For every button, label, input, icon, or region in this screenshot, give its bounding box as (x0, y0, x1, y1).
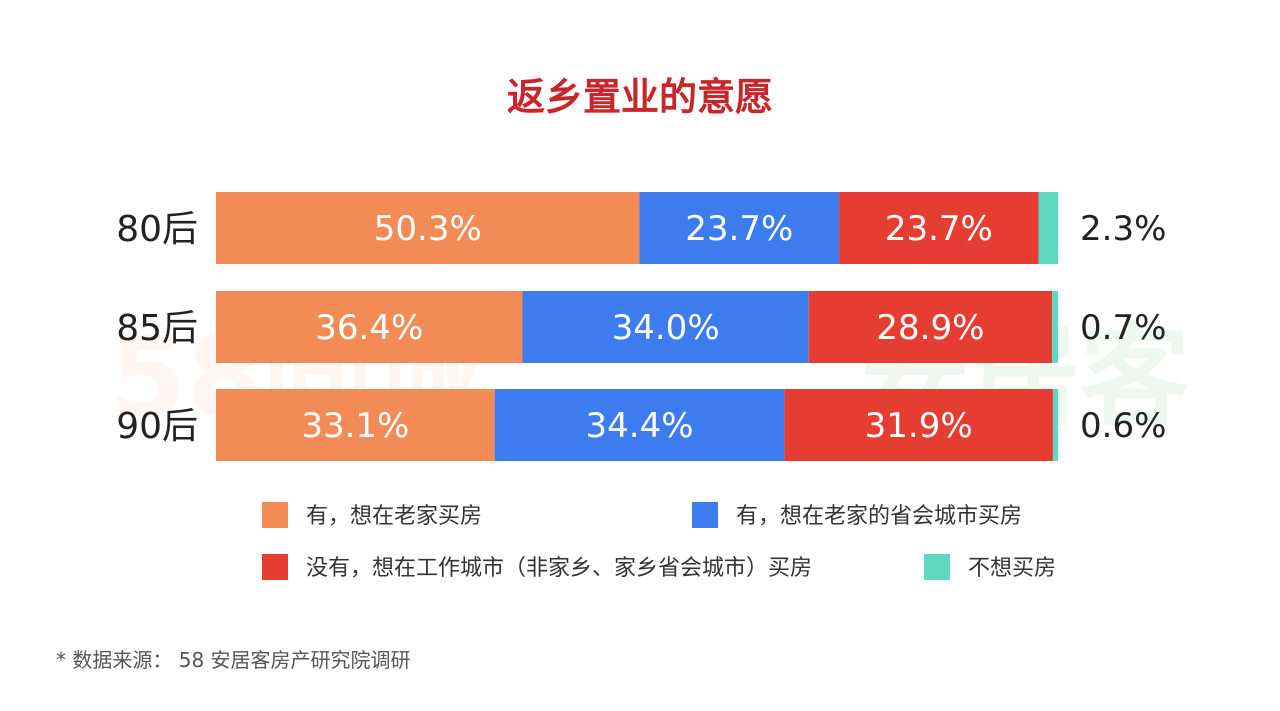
legend-swatch (262, 554, 288, 580)
bar-segment (216, 389, 495, 461)
bar-segment (639, 192, 840, 264)
bar-segment (216, 192, 640, 264)
data-label: 34.4% (586, 406, 694, 446)
bar-segment (1052, 291, 1058, 363)
data-label: 0.7% (1080, 308, 1166, 348)
data-label: 31.9% (865, 406, 973, 446)
source-note: * 数据来源： 58 安居客房产研究院调研 (56, 648, 411, 672)
bar-segment (1038, 192, 1058, 264)
bar-segment (494, 389, 785, 461)
data-label: 23.7% (885, 209, 993, 249)
bar-segment (1052, 389, 1058, 461)
bar-segment (522, 291, 809, 363)
data-label: 28.9% (876, 308, 984, 348)
bar-segment (784, 389, 1053, 461)
legend-label: 不想买房 (968, 556, 1056, 581)
data-label: 36.4% (315, 308, 423, 348)
category-label: 85后 (116, 308, 198, 349)
data-label: 0.6% (1080, 406, 1166, 446)
data-label: 50.3% (374, 209, 482, 249)
legend-swatch (262, 502, 288, 528)
bar-segment (216, 291, 523, 363)
category-label: 90后 (116, 406, 198, 447)
category-label: 80后 (116, 209, 198, 250)
data-label: 23.7% (685, 209, 793, 249)
data-label: 34.0% (612, 308, 720, 348)
bar-segment (839, 192, 1039, 264)
chart-title: 返乡置业的意愿 (507, 75, 773, 119)
bar-segment (808, 291, 1053, 363)
legend-label: 没有，想在工作城市（非家乡、家乡省会城市）买房 (306, 556, 812, 581)
data-label: 33.1% (301, 406, 409, 446)
data-label: 2.3% (1080, 209, 1166, 249)
legend-swatch (692, 502, 718, 528)
legend-label: 有，想在老家买房 (306, 504, 482, 529)
legend-label: 有，想在老家的省会城市买房 (736, 504, 1022, 529)
legend-swatch (924, 554, 950, 580)
